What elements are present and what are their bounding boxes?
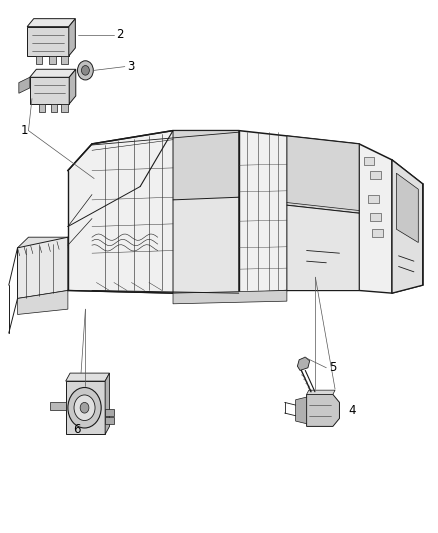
- Polygon shape: [66, 373, 110, 381]
- Circle shape: [81, 66, 89, 75]
- Polygon shape: [173, 197, 239, 293]
- Polygon shape: [18, 237, 68, 248]
- Polygon shape: [27, 27, 69, 56]
- Polygon shape: [39, 104, 45, 112]
- Polygon shape: [296, 397, 307, 424]
- FancyBboxPatch shape: [370, 213, 381, 221]
- Polygon shape: [36, 56, 42, 64]
- Polygon shape: [307, 394, 339, 426]
- Polygon shape: [69, 19, 75, 56]
- Circle shape: [80, 402, 89, 413]
- Polygon shape: [61, 104, 68, 112]
- Text: 1: 1: [21, 124, 28, 137]
- FancyBboxPatch shape: [372, 229, 383, 237]
- FancyBboxPatch shape: [370, 171, 381, 179]
- Polygon shape: [396, 173, 418, 243]
- Text: 6: 6: [74, 423, 81, 435]
- Polygon shape: [287, 205, 359, 290]
- Polygon shape: [173, 131, 239, 205]
- Polygon shape: [307, 390, 335, 394]
- Polygon shape: [51, 104, 57, 112]
- Polygon shape: [105, 417, 114, 424]
- Text: 4: 4: [348, 404, 356, 417]
- Polygon shape: [19, 77, 30, 93]
- Polygon shape: [50, 402, 66, 410]
- Polygon shape: [49, 56, 56, 64]
- Text: 5: 5: [329, 361, 337, 374]
- Text: 3: 3: [127, 60, 134, 73]
- Polygon shape: [61, 56, 68, 64]
- FancyBboxPatch shape: [364, 157, 374, 165]
- Polygon shape: [173, 290, 287, 304]
- Polygon shape: [30, 69, 76, 77]
- Polygon shape: [105, 409, 114, 416]
- Polygon shape: [18, 237, 68, 298]
- FancyBboxPatch shape: [368, 195, 379, 203]
- Polygon shape: [392, 160, 423, 293]
- Polygon shape: [297, 357, 310, 370]
- Polygon shape: [27, 19, 75, 27]
- Polygon shape: [30, 77, 69, 104]
- Circle shape: [74, 395, 95, 421]
- Polygon shape: [68, 131, 423, 293]
- Circle shape: [78, 61, 93, 80]
- Polygon shape: [18, 290, 68, 314]
- Polygon shape: [69, 69, 76, 104]
- Text: 2: 2: [116, 28, 124, 41]
- Polygon shape: [287, 136, 359, 213]
- Polygon shape: [105, 373, 110, 434]
- Circle shape: [68, 387, 101, 428]
- Polygon shape: [66, 381, 105, 434]
